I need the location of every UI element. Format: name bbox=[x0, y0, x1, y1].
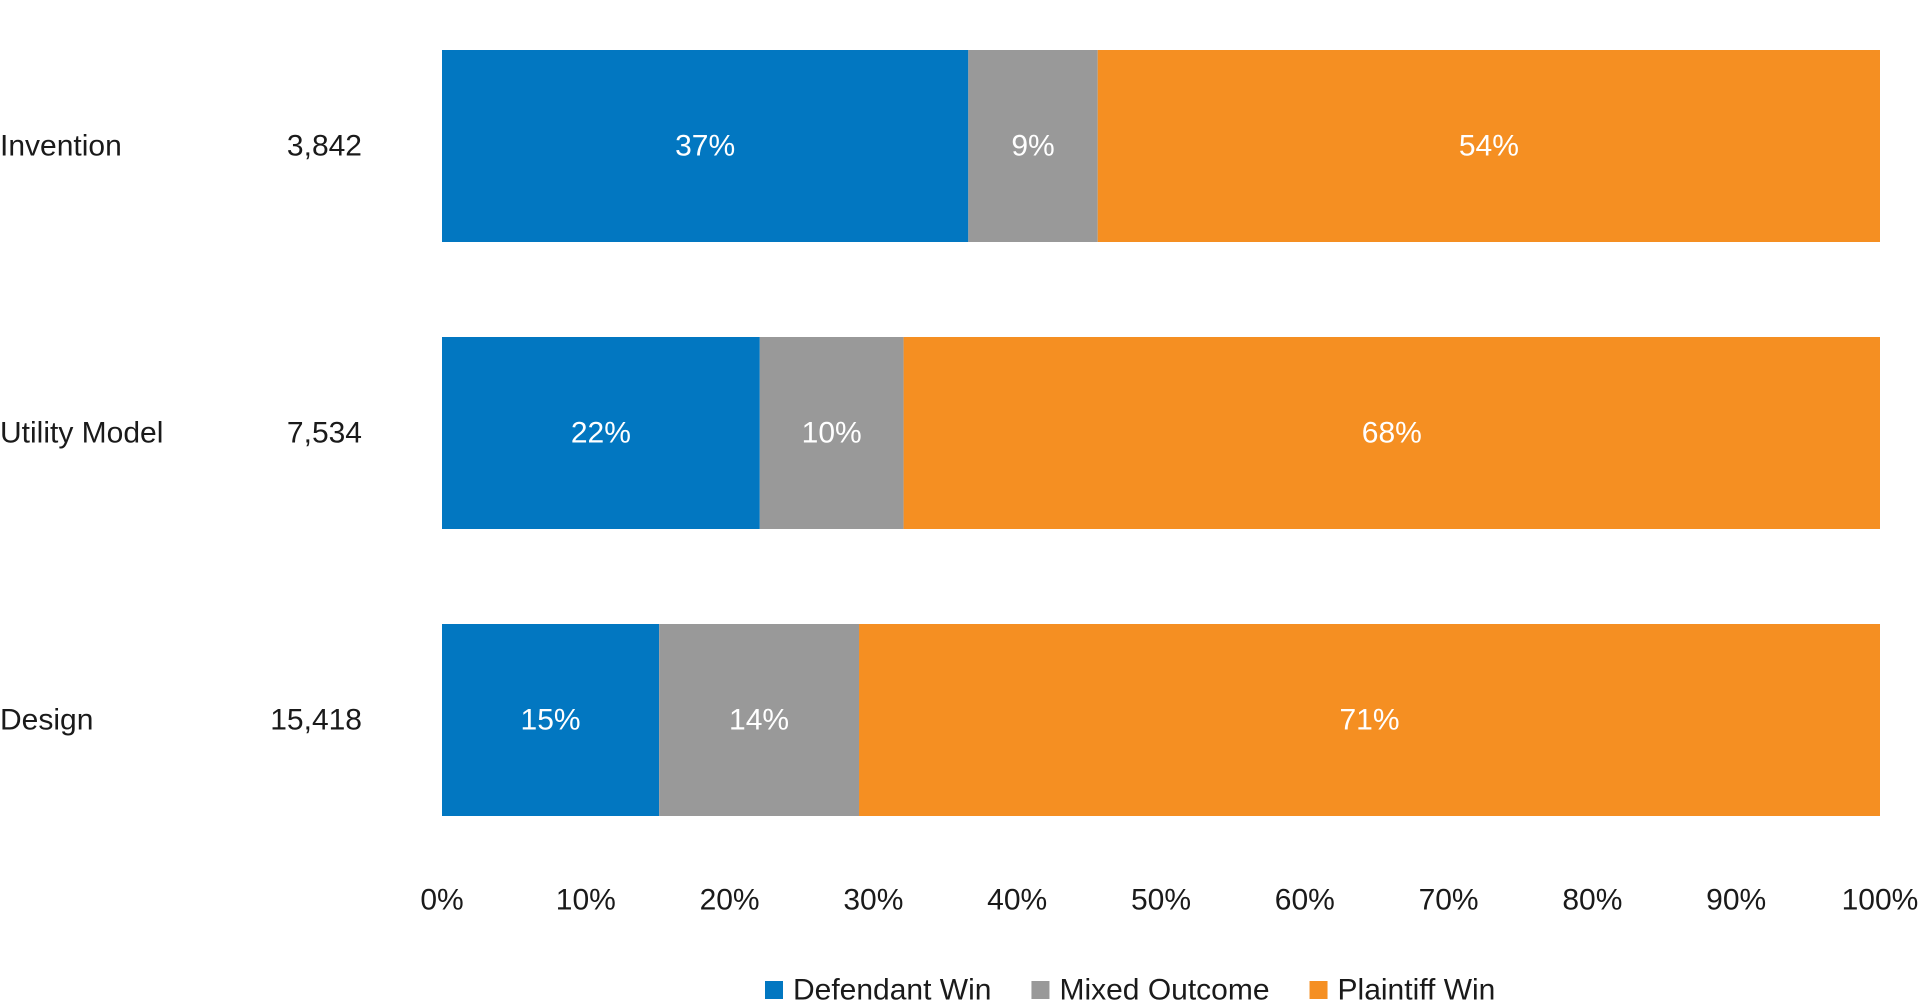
data-label: 10% bbox=[802, 417, 862, 450]
x-tick-label: 20% bbox=[700, 884, 760, 917]
x-tick-label: 80% bbox=[1562, 884, 1622, 917]
count-label: 7,534 bbox=[287, 417, 362, 450]
data-label: 22% bbox=[571, 417, 631, 450]
category-label: Design bbox=[0, 704, 93, 737]
legend-label: Plaintiff Win bbox=[1338, 974, 1496, 1007]
legend-label: Defendant Win bbox=[793, 974, 991, 1007]
data-label: 71% bbox=[1339, 704, 1399, 737]
x-tick-label: 50% bbox=[1131, 884, 1191, 917]
x-tick-label: 100% bbox=[1842, 884, 1919, 917]
x-tick-label: 60% bbox=[1275, 884, 1335, 917]
category-label: Invention bbox=[0, 130, 122, 163]
legend-label: Mixed Outcome bbox=[1059, 974, 1269, 1007]
data-label: 54% bbox=[1459, 130, 1519, 163]
data-label: 68% bbox=[1362, 417, 1422, 450]
data-label: 37% bbox=[675, 130, 735, 163]
x-tick-label: 70% bbox=[1419, 884, 1479, 917]
data-label: 15% bbox=[521, 704, 581, 737]
count-label: 3,842 bbox=[287, 130, 362, 163]
count-label: 15,418 bbox=[270, 704, 362, 737]
category-label: Utility Model bbox=[0, 417, 163, 450]
legend-swatch bbox=[765, 981, 783, 999]
x-tick-label: 0% bbox=[420, 884, 463, 917]
x-tick-label: 90% bbox=[1706, 884, 1766, 917]
data-label: 9% bbox=[1011, 130, 1054, 163]
x-tick-label: 30% bbox=[843, 884, 903, 917]
legend-swatch bbox=[1310, 981, 1328, 999]
legend-swatch bbox=[1031, 981, 1049, 999]
x-tick-label: 10% bbox=[556, 884, 616, 917]
x-tick-label: 40% bbox=[987, 884, 1047, 917]
data-label: 14% bbox=[729, 704, 789, 737]
